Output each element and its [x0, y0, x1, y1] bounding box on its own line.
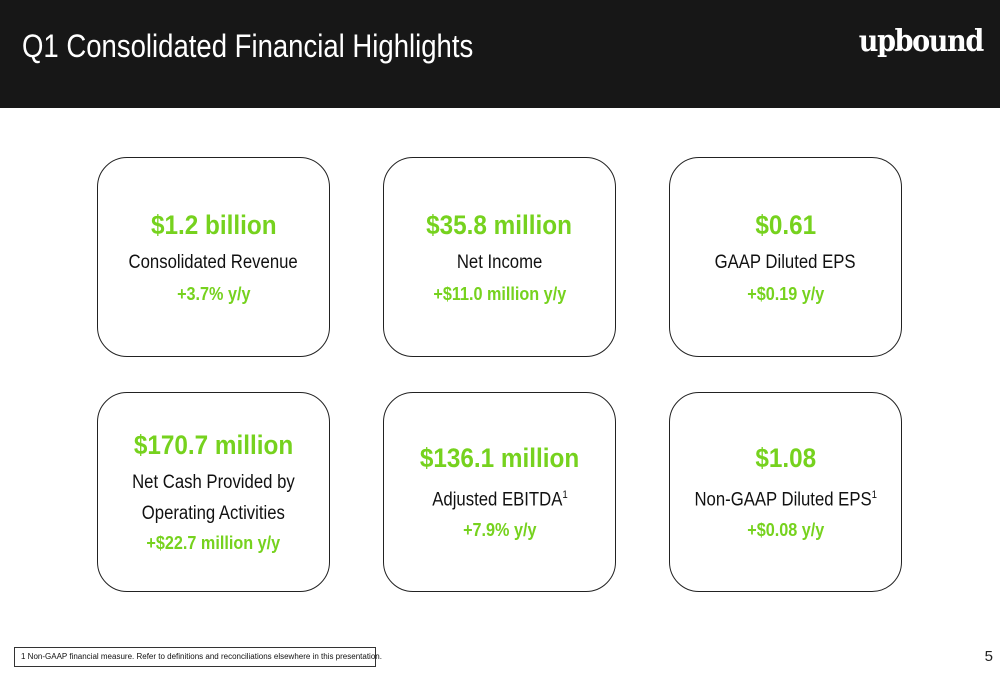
metric-change: +$22.7 million y/y	[146, 533, 281, 553]
card-adjusted-ebitda: $136.1 million Adjusted EBITDA1 +7.9% y/…	[383, 392, 616, 592]
metric-value: $35.8 million	[426, 209, 573, 240]
header-bar: Q1 Consolidated Financial Highlights upb…	[0, 0, 1000, 108]
metric-change: +$0.19 y/y	[746, 283, 825, 304]
card-net-income: $35.8 million Net Income +$11.0 million …	[383, 157, 616, 357]
metric-label-line2: Operating Activities	[141, 503, 286, 524]
metric-label: Non-GAAP Diluted EPS	[694, 489, 872, 511]
card-gaap-diluted-eps: $0.61 GAAP Diluted EPS +$0.19 y/y	[669, 157, 902, 357]
metric-label: Net Cash Provided by	[132, 472, 295, 493]
metric-change: +3.7% y/y	[176, 283, 251, 304]
metric-change: +$11.0 million y/y	[433, 283, 566, 304]
metric-value: $136.1 million	[419, 443, 580, 474]
card-consolidated-revenue: $1.2 billion Consolidated Revenue +3.7% …	[97, 157, 330, 357]
metric-change: +7.9% y/y	[462, 519, 537, 540]
metric-value: $1.2 billion	[150, 209, 277, 240]
metric-label-wrap: Non-GAAP Diluted EPS1	[694, 480, 877, 515]
metric-value: $0.61	[755, 209, 816, 240]
metric-value: $170.7 million	[133, 430, 294, 460]
metric-label: Net Income	[456, 251, 543, 273]
metric-label: Adjusted EBITDA	[431, 489, 562, 511]
page-number: 5	[984, 648, 993, 665]
metric-change: +$0.08 y/y	[746, 519, 825, 540]
card-non-gaap-diluted-eps: $1.08 Non-GAAP Diluted EPS1 +$0.08 y/y	[669, 392, 902, 592]
metric-label-wrap: Adjusted EBITDA1	[432, 480, 567, 515]
footnote-marker: 1	[561, 489, 568, 502]
card-net-cash-operating: $170.7 million Net Cash Provided by Oper…	[97, 392, 330, 592]
upbound-logo: upbound	[858, 24, 984, 59]
metric-value: $1.08	[755, 443, 816, 474]
metric-label: Consolidated Revenue	[128, 251, 299, 273]
page-title: Q1 Consolidated Financial Highlights	[22, 28, 474, 64]
footnote-marker: 1	[871, 489, 877, 502]
footnote: 1 Non-GAAP financial measure. Refer to d…	[14, 647, 382, 667]
metric-label: GAAP Diluted EPS	[715, 251, 856, 273]
